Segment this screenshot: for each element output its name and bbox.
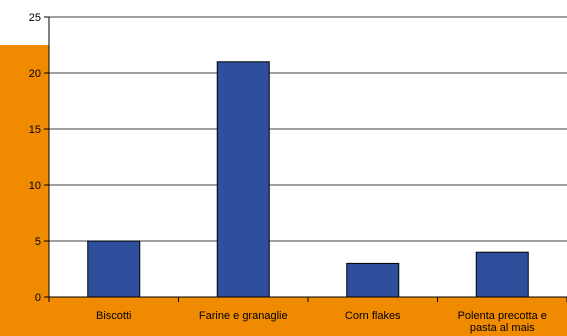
x-tick-label: Farine e granaglie	[199, 310, 288, 322]
bar	[87, 240, 141, 298]
x-tick-label-line: Polenta precotta e	[458, 310, 547, 322]
x-tick-label-line: pasta al mais	[470, 322, 535, 334]
x-axis: Biscotti Farine e granaglie Corn flakes Pol…	[48, 296, 567, 334]
x-tick-label: Corn flakes	[345, 310, 401, 322]
y-tick-label: 5	[35, 236, 41, 248]
y-axis: 0 5 10 15 20 25	[29, 12, 50, 304]
x-tick-label: Biscotti	[96, 310, 131, 322]
orange-background-band-bottom	[0, 297, 567, 336]
y-tick-label: 25	[29, 12, 41, 24]
y-tick-label: 10	[29, 180, 41, 192]
orange-background-band-left	[0, 45, 49, 336]
y-tick-label: 15	[29, 124, 41, 136]
y-tick-label: 20	[29, 68, 41, 80]
x-tick-label-line: Biscotti	[96, 310, 131, 322]
x-tick-label: Polenta precotta e pasta al mais	[458, 310, 547, 334]
y-tick-label: 0	[35, 292, 41, 304]
bar	[346, 262, 400, 298]
bars	[87, 61, 529, 298]
x-tick-label-line: Corn flakes	[345, 310, 401, 322]
x-tick-label-line: Farine e granaglie	[199, 310, 288, 322]
bar	[216, 61, 270, 298]
bar	[475, 251, 529, 298]
